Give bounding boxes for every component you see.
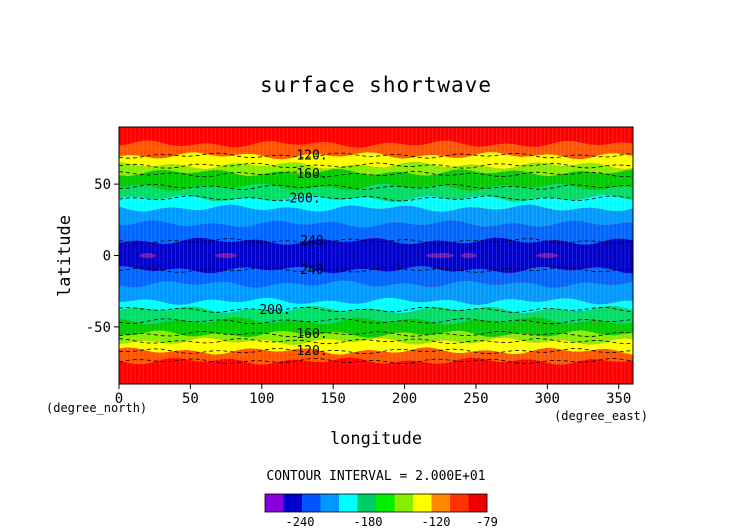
contour-label: 160. (296, 327, 327, 342)
contour-lines: 120. 160. 200. 240 240 200. 160. 120. (118, 149, 634, 365)
equatorial-patch (215, 253, 238, 258)
contour-label: 240 (300, 234, 323, 249)
x-axis-label: longitude (330, 429, 422, 449)
latitude-band (119, 306, 633, 325)
y-tick-label: -50 (86, 320, 111, 336)
contour-line (118, 318, 634, 325)
contour-line (118, 357, 634, 365)
y-axis-unit: (degree_north) (46, 401, 147, 415)
latitude-band (119, 357, 633, 384)
contour-label: 200. (259, 303, 290, 318)
colorbar-swatch (413, 494, 432, 512)
colorbar-swatch (431, 494, 451, 512)
contour-line (118, 171, 634, 178)
contour-label: 240 (300, 263, 323, 278)
latitude-band (119, 220, 633, 245)
latitude-band (119, 337, 633, 355)
latitude-band (119, 330, 633, 345)
chart-title: surface shortwave (260, 73, 492, 97)
contour-interval-text: CONTOUR INTERVAL = 2.000E+01 (266, 469, 485, 484)
latitude-band (119, 297, 633, 314)
contour-line (118, 162, 634, 169)
equatorial-patch (426, 253, 455, 258)
colorbar-swatch (302, 494, 321, 512)
contour-line (118, 183, 633, 190)
x-tick-label: 0 (115, 391, 123, 407)
contour-line (118, 238, 634, 245)
heatmap-bands (119, 127, 633, 384)
colorbar-swatch (357, 494, 377, 512)
x-tick-label: 150 (321, 391, 346, 407)
y-tick-label: 50 (94, 177, 111, 193)
colorbar-tick-label: -79 (476, 515, 498, 529)
latitude-band (119, 266, 633, 288)
x-axis: 0 50 100 150 200 250 300 350 (115, 384, 631, 407)
x-tick-label: 100 (249, 391, 274, 407)
contour-label: 160. (296, 167, 327, 182)
equatorial-patch (460, 253, 477, 258)
latitude-band (119, 237, 633, 274)
x-tick-label: 200 (392, 391, 417, 407)
colorbar-swatch (376, 494, 395, 512)
x-tick-label: 50 (182, 391, 199, 407)
colorbar-frame (264, 493, 488, 513)
colorbar-tick-label: -240 (286, 515, 315, 529)
contour-label: 200. (289, 191, 320, 206)
colorbar-swatch (283, 494, 303, 512)
contour-line (118, 306, 634, 313)
x-axis-unit: (degree_east) (554, 409, 648, 423)
colorbar-swatch (394, 494, 414, 512)
latitude-band (119, 204, 633, 228)
latitude-band (119, 169, 633, 191)
colorbar-swatch (468, 494, 488, 512)
x-tick-label: 350 (606, 391, 631, 407)
y-tick-label: 0 (103, 249, 111, 265)
colorbar-swatch (450, 494, 469, 512)
y-axis-label: latitude (55, 215, 75, 297)
contour-label: 120. (296, 344, 327, 359)
latitude-band (119, 127, 633, 148)
contour-line (118, 152, 634, 159)
colorbar-tick-label: -180 (354, 515, 383, 529)
latitude-band (119, 152, 633, 170)
latitude-band (119, 317, 633, 338)
contour-line (118, 348, 634, 355)
x-tick-label: 300 (535, 391, 560, 407)
latitude-band (119, 280, 633, 305)
x-tick-label: 250 (463, 391, 488, 407)
y-axis: -50 0 50 (86, 177, 119, 336)
equatorial-patch (536, 253, 559, 258)
colorbar-swatch (339, 494, 358, 512)
contour-line (118, 331, 634, 338)
contour-label: 120. (296, 149, 327, 164)
colorbar-tick-label: -120 (422, 515, 451, 529)
latitude-band (119, 194, 633, 212)
contour-line (118, 338, 634, 345)
colorbar-swatch (265, 494, 284, 512)
contour-line (118, 266, 634, 273)
contour-line (118, 195, 634, 202)
colorbar: -240 -180 -120 -79 (264, 493, 498, 529)
colorbar-swatch (320, 494, 340, 512)
latitude-band (119, 140, 633, 160)
equatorial-patch (139, 253, 156, 258)
